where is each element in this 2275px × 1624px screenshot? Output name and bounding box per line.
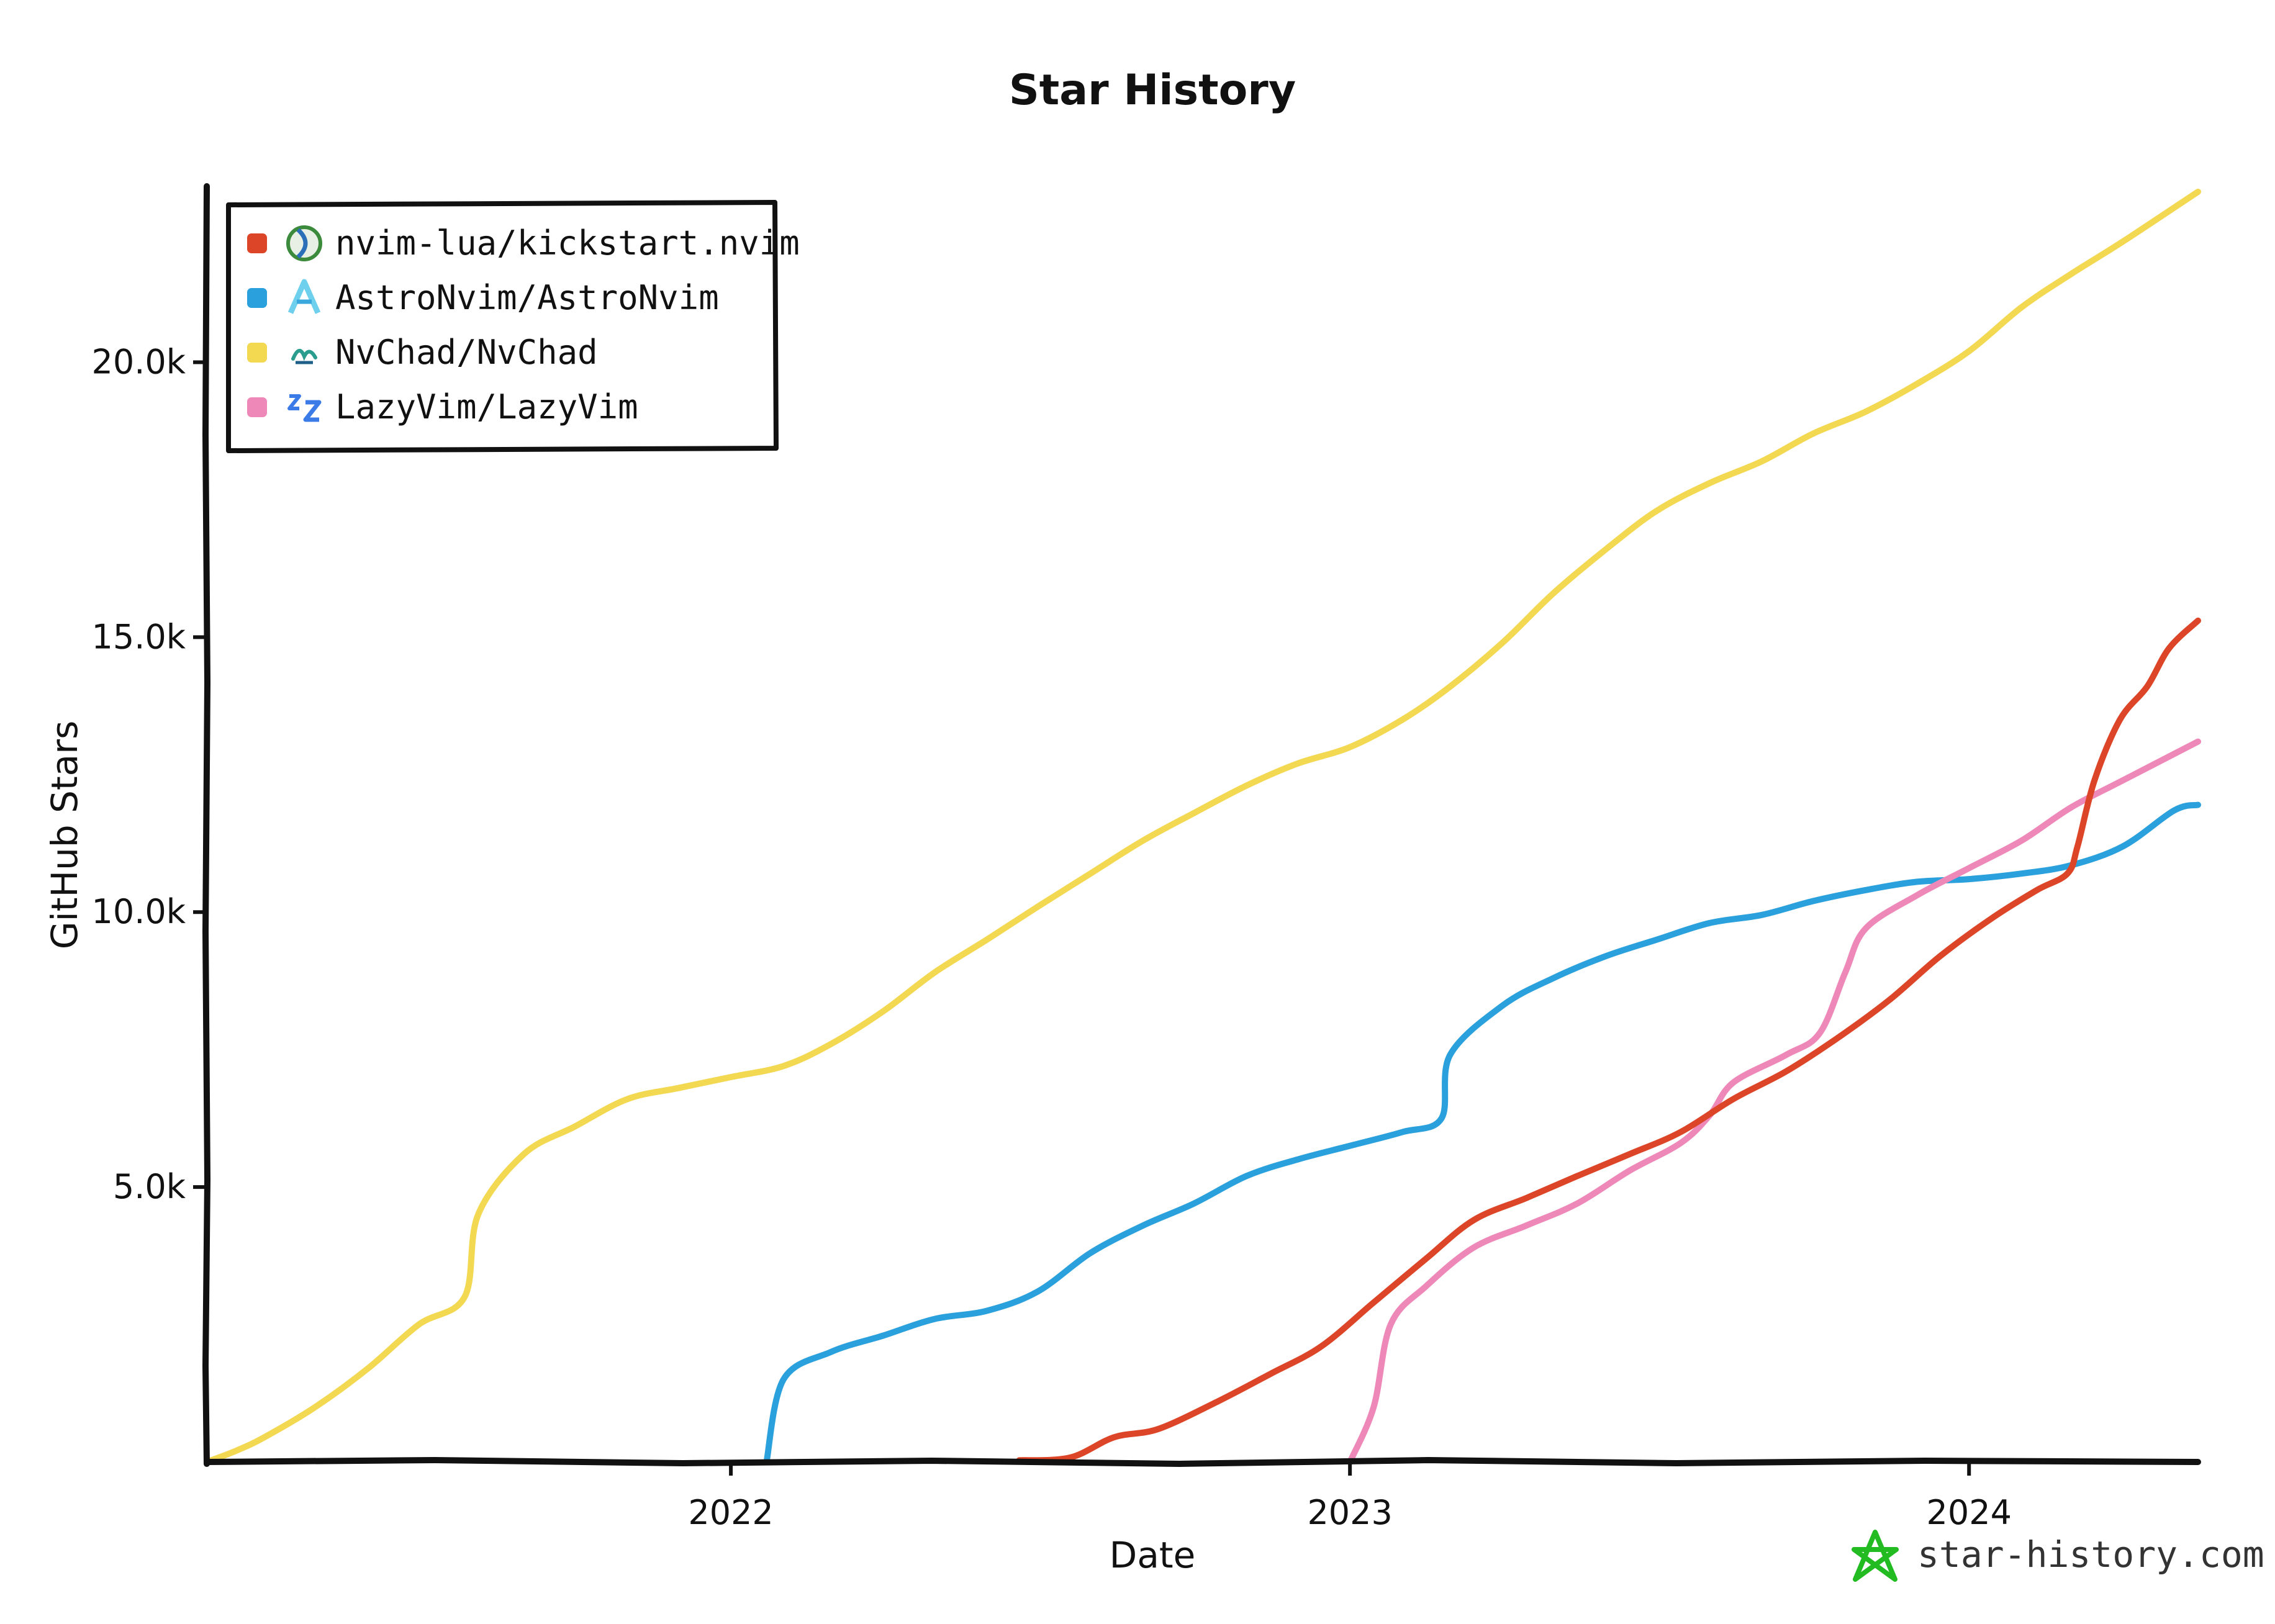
legend-label: nvim-lua/kickstart.nvim	[335, 223, 800, 263]
watermark: star-history.com	[1852, 1530, 2264, 1582]
y-tick-label: 20.0k	[91, 342, 186, 381]
axes	[202, 183, 2201, 1468]
legend-swatch	[247, 397, 267, 417]
x-axis-title: Date	[1110, 1534, 1196, 1576]
legend-item: AstroNvim/AstroNvim	[247, 278, 719, 317]
watermark-label: star-history.com	[1917, 1533, 2264, 1576]
legend-label: AstroNvim/AstroNvim	[335, 278, 719, 317]
legend-swatch	[247, 343, 267, 363]
legend-swatch	[247, 288, 267, 308]
astronvim-logo-icon	[287, 279, 321, 314]
y-axis-title: GitHub Stars	[43, 721, 86, 950]
x-tick-label: 2022	[688, 1493, 773, 1532]
legend-frame	[226, 200, 779, 453]
x-tick-label: 2024	[1927, 1493, 2012, 1532]
y-axis-line	[202, 183, 211, 1467]
y-tick-label: 5.0k	[113, 1167, 186, 1206]
chart-title: Star History	[1009, 66, 1296, 115]
legend-swatch	[247, 233, 267, 253]
legend-item: NvChad/NvChad	[247, 333, 598, 372]
series-line-lazyvim	[1347, 738, 2201, 1465]
y-ticks: 5.0k 10.0k 15.0k 20.0k	[91, 342, 207, 1206]
lazyvim-logo-icon	[287, 394, 322, 422]
series-line-nvim-lua	[1016, 617, 2201, 1464]
legend-item: LazyVim/LazyVim	[247, 387, 638, 426]
x-tick-label: 2023	[1307, 1493, 1392, 1532]
star-logo-icon	[1852, 1530, 1899, 1582]
y-tick-label: 15.0k	[91, 617, 186, 656]
legend-items: nvim-lua/kickstart.nvim AstroNvim/AstroNv…	[247, 223, 800, 426]
series-line-astronvim	[763, 801, 2201, 1465]
x-axis-line	[204, 1456, 2201, 1468]
legend-item: nvim-lua/kickstart.nvim	[247, 223, 800, 263]
series-line-nvchad	[204, 188, 2201, 1465]
legend-label: LazyVim/LazyVim	[335, 387, 638, 426]
y-tick-label: 10.0k	[91, 892, 186, 931]
kickstart-avatar-icon	[286, 225, 322, 261]
x-ticks: 2022 2023 2024	[688, 1462, 2012, 1532]
plot-lines	[204, 188, 2201, 1465]
legend-label: NvChad/NvChad	[335, 333, 598, 372]
legend: nvim-lua/kickstart.nvim AstroNvim/AstroNv…	[226, 200, 800, 453]
nvchad-logo-icon	[291, 349, 317, 364]
